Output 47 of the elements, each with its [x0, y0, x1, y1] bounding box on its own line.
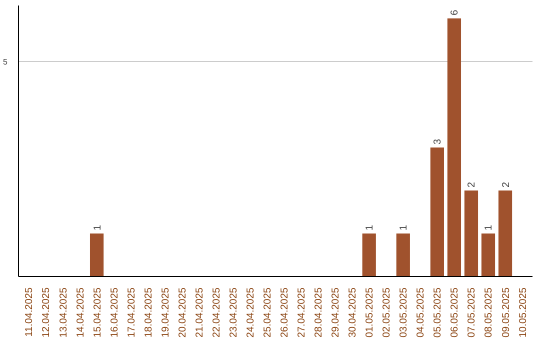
x-tick-label: 29.04.2025 — [330, 287, 342, 338]
data-label: 2 — [466, 181, 478, 188]
x-tick-label: 21.04.2025 — [194, 287, 206, 338]
x-tick-label: 25.04.2025 — [262, 287, 274, 338]
data-label: 2 — [500, 181, 512, 188]
bar — [430, 147, 444, 276]
bar — [498, 190, 512, 276]
x-tick-label: 04.05.2025 — [416, 287, 427, 338]
bar — [396, 233, 410, 276]
x-tick-label: 19.04.2025 — [160, 287, 172, 338]
x-tick-label: 26.04.2025 — [280, 287, 291, 338]
x-tick-label: 22.04.2025 — [211, 287, 222, 338]
x-tick-label: 13.04.2025 — [58, 287, 70, 338]
bar — [464, 190, 478, 276]
x-tick-label: 02.05.2025 — [382, 287, 393, 338]
bar — [481, 233, 496, 276]
x-tick-label: 09.05.2025 — [500, 287, 512, 338]
x-tick-label: 01.05.2025 — [364, 287, 376, 338]
x-tick-label: 10.05.2025 — [518, 287, 529, 338]
data-label: 3 — [432, 138, 444, 144]
x-tick-label: 30.04.2025 — [348, 287, 359, 338]
x-tick-label: 23.04.2025 — [228, 287, 240, 338]
bar — [447, 18, 462, 276]
x-tick-label: 27.04.2025 — [296, 287, 308, 338]
data-label: 1 — [484, 224, 495, 230]
y-tick-label: 5 — [3, 57, 8, 66]
bar — [90, 233, 104, 276]
x-tick-label: 20.04.2025 — [177, 287, 188, 338]
x-tick-label: 08.05.2025 — [484, 287, 495, 338]
x-tick-label: 05.05.2025 — [432, 287, 444, 338]
x-tick-label: 03.05.2025 — [398, 287, 410, 338]
data-label: 6 — [450, 9, 461, 16]
bar — [362, 233, 376, 276]
x-tick-label: 06.05.2025 — [450, 287, 461, 338]
x-tick-label: 12.04.2025 — [41, 287, 52, 338]
data-label: 1 — [398, 224, 410, 230]
x-tick-label: 14.04.2025 — [75, 287, 86, 338]
data-label: 1 — [364, 224, 376, 230]
x-tick-label: 18.04.2025 — [143, 287, 154, 338]
data-label: 1 — [92, 224, 104, 230]
x-tick-label: 15.04.2025 — [92, 287, 104, 338]
x-tick-label: 17.04.2025 — [126, 287, 138, 338]
x-tick-label: 24.04.2025 — [245, 287, 256, 338]
x-tick-label: 11.04.2025 — [24, 287, 36, 337]
x-tick-label: 28.04.2025 — [314, 287, 325, 338]
x-tick-label: 16.04.2025 — [109, 287, 120, 338]
x-tick-label: 07.05.2025 — [466, 287, 478, 338]
